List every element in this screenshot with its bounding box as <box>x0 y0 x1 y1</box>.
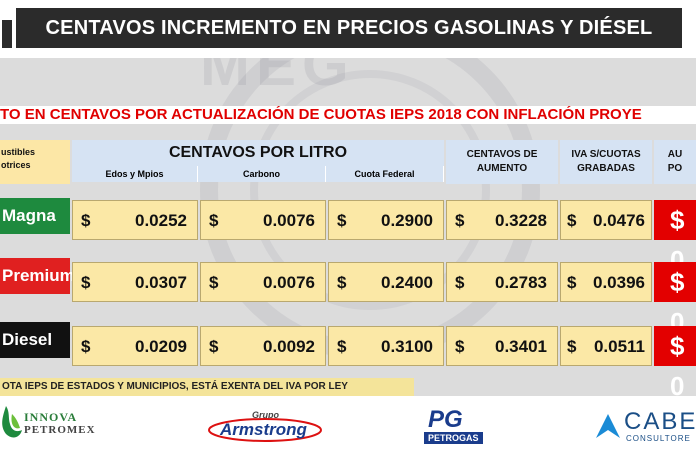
cabe-text: CABE <box>624 408 696 435</box>
table-cell: $0.0476 <box>560 200 652 240</box>
carbono-header: Carbono <box>198 166 326 182</box>
fuel-label-premium: Premium <box>0 258 75 294</box>
last-header-line2: PO <box>667 163 683 174</box>
last-cell: $ 0 <box>654 262 696 337</box>
table-cell: $0.0209 <box>72 326 198 366</box>
table-cell: $0.0252 <box>72 200 198 240</box>
footnote: OTA IEPS DE ESTADOS Y MUNICIPIOS, ESTÁ E… <box>0 378 414 396</box>
aumento-header-line2: AUMENTO <box>476 163 528 174</box>
table-cell: $0.3228 <box>446 200 558 240</box>
iva-header-line1: IVA S/CUOTAS <box>571 149 641 160</box>
petrogas-text: PETROGAS <box>424 432 483 444</box>
armstrong-swoosh-icon <box>208 418 322 442</box>
table-cell: $0.0076 <box>200 200 326 240</box>
edos-header: Edos y Mpios <box>72 166 198 182</box>
last-header: AU PO <box>654 140 696 184</box>
table-cell: $0.0076 <box>200 262 326 302</box>
table-cell: $0.0092 <box>200 326 326 366</box>
table-cell: $0.3100 <box>328 326 444 366</box>
last-cell: $ 0 <box>654 326 696 401</box>
aumento-header: CENTAVOS DE AUMENTO <box>446 140 558 184</box>
title-bar: CENTAVOS INCREMENTO EN PRECIOS GASOLINAS… <box>0 0 696 58</box>
table-cell: $0.2783 <box>446 262 558 302</box>
petrogas-logo: PG PETROGAS <box>422 406 484 446</box>
watermark-inner-ring <box>250 70 490 310</box>
last-header-line1: AU <box>667 149 683 160</box>
petromex-text: PETROMEX <box>24 424 96 436</box>
innova-text: INNOVA <box>24 410 78 424</box>
fuel-header-line2: otrices <box>1 160 31 170</box>
cabe-logo-icon <box>596 414 620 438</box>
subtitle: TO EN CENTAVOS POR ACTUALIZACIÓN DE CUOT… <box>0 106 696 124</box>
aumento-header-line1: CENTAVOS DE <box>466 149 538 160</box>
table-cell: $0.0307 <box>72 262 198 302</box>
grupo-text: Grupo <box>252 410 279 420</box>
fuel-label-magna: Magna <box>0 198 70 234</box>
page-title: CENTAVOS INCREMENTO EN PRECIOS GASOLINAS… <box>16 8 682 48</box>
centavos-litro-header: CENTAVOS POR LITRO <box>72 140 444 166</box>
consultores-text: CONSULTORE <box>626 434 691 443</box>
iva-header-line2: GRABADAS <box>577 163 635 174</box>
table-cell: $0.2400 <box>328 262 444 302</box>
sponsor-logos: INNOVA PETROMEX Grupo Armstrong PG PETRO… <box>0 396 696 464</box>
cuota-federal-header: Cuota Federal <box>326 166 444 182</box>
last-cell: $ 0 <box>654 200 696 275</box>
table-cell: $0.0396 <box>560 262 652 302</box>
iva-header: IVA S/CUOTAS GRABADAS <box>560 140 652 184</box>
table-cell: $0.2900 <box>328 200 444 240</box>
armstrong-text: Armstrong <box>220 420 307 439</box>
fuel-column-header: ustibles otrices <box>0 140 70 184</box>
table-cell: $0.3401 <box>446 326 558 366</box>
innova-petromex-logo-icon <box>2 406 22 438</box>
fuel-label-diesel: Diesel <box>0 322 70 358</box>
pg-text: PG <box>428 406 463 433</box>
left-tab <box>0 18 14 50</box>
fuel-header-line1: ustibles <box>1 147 36 157</box>
table-cell: $0.0511 <box>560 326 652 366</box>
